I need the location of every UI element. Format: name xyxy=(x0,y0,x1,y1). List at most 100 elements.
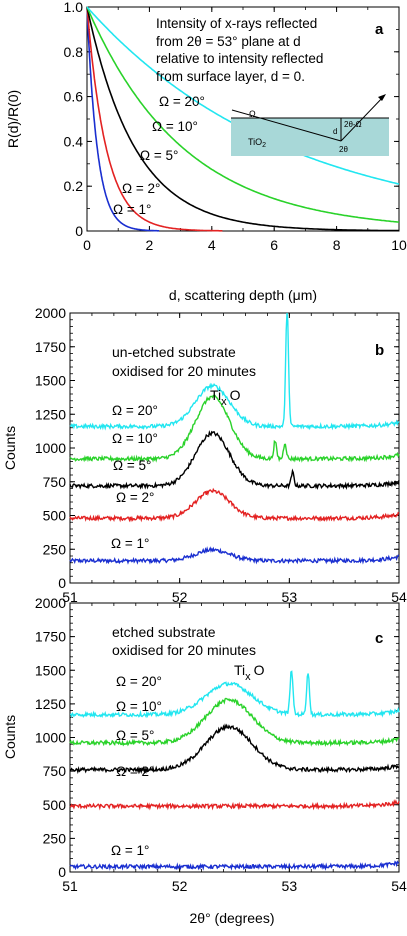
panel-b-ticks: 51 52 53 54 0 250 500 750 1000 1250 1500 1750 2000 xyxy=(35,305,407,605)
panel-a-annotation-line-1: Intensity of x-rays reflected xyxy=(156,16,317,31)
scan-label: Ω = 5° xyxy=(116,728,154,743)
panel-c-ticks: 51 52 53 54 0 250 500 750 1000 1250 1500 1750 2000 xyxy=(35,595,407,894)
scan-label: Ω = 2° xyxy=(116,764,154,779)
y-tick-label: 1500 xyxy=(35,662,66,678)
inset-omega-label: Ω xyxy=(249,109,256,119)
panel-c-xlabel: 2θ° (degrees) xyxy=(190,910,275,926)
scan-label: Ω = 2° xyxy=(116,490,154,505)
x-tick-label: 53 xyxy=(282,589,298,605)
panel-c-curves xyxy=(69,670,400,871)
inset-layer-label: TiO2 xyxy=(248,137,266,149)
panel-a-curve-labels: Ω = 1° Ω = 2° Ω = 5° Ω = 10° Ω = 20° xyxy=(113,94,205,217)
scan-1-deg xyxy=(69,546,400,565)
panel-b-peak-label-ti: Ti xyxy=(210,387,221,403)
curve-label: Ω = 10° xyxy=(152,119,198,134)
y-tick-label: 0.2 xyxy=(64,178,84,194)
curve-10-deg xyxy=(86,6,400,223)
scan-1-deg xyxy=(69,860,400,871)
panel-b-annotation-line-1: un-etched substrate xyxy=(112,344,236,360)
y-tick-label: 500 xyxy=(43,797,67,813)
scan-5-deg xyxy=(69,723,400,775)
y-tick-label: 0 xyxy=(75,223,83,239)
panel-a-xlabel: d, scattering depth (μm) xyxy=(169,287,317,303)
scan-2-deg xyxy=(69,487,400,523)
y-tick-label: 750 xyxy=(43,474,67,490)
panel-c-letter: c xyxy=(375,630,383,647)
scan-label: Ω = 5° xyxy=(113,458,151,473)
y-tick-label: 1250 xyxy=(35,406,66,422)
panel-b-letter: b xyxy=(375,342,384,359)
scan-label: Ω = 10° xyxy=(112,431,158,446)
scan-label: Ω = 1° xyxy=(111,843,149,858)
inset-layer-text: TiO xyxy=(248,137,262,147)
inset-two-theta-label: 2θ xyxy=(339,145,348,154)
panel-a: 0 2 4 6 8 1000.20.40.60.81.0 Ω = 1°Ω = 2°Ω = … xyxy=(5,0,407,303)
scan-10-deg xyxy=(69,697,400,748)
curve-1-deg xyxy=(86,6,160,232)
panel-c-annotation-line-2: oxidised for 20 minutes xyxy=(112,642,256,658)
panel-c-peak-label-o: O xyxy=(254,662,265,678)
curve-label: Ω = 1° xyxy=(113,202,151,217)
y-tick-label: 1.0 xyxy=(64,0,84,15)
panel-a-ylabel: R(d)/R(0) xyxy=(5,90,21,148)
panel-b-peak-label-o: O xyxy=(230,387,241,403)
panel-a-annotation-line-2: from 2θ = 53° plane at d xyxy=(156,34,301,49)
y-tick-label: 2000 xyxy=(35,305,66,321)
x-tick-label: 10 xyxy=(391,237,407,253)
x-tick-label: 51 xyxy=(62,589,78,605)
panel-a-curves xyxy=(86,6,400,232)
y-tick-label: 1000 xyxy=(35,440,66,456)
panel-c-curve-labels: Ω = 1° Ω = 2° Ω = 5° Ω = 10° Ω = 20° xyxy=(111,674,162,858)
panel-c-peak-label: Tix O xyxy=(234,662,265,683)
panel-c-peak-label-sub: x xyxy=(245,671,251,683)
y-tick-label: 0.6 xyxy=(64,89,84,105)
x-tick-label: 6 xyxy=(270,237,278,253)
panel-c-ylabel: Counts xyxy=(2,715,18,759)
curve-label: Ω = 2° xyxy=(122,181,160,196)
curve-label: Ω = 20° xyxy=(159,94,205,109)
y-tick-label: 1750 xyxy=(35,339,66,355)
scan-label: Ω = 20° xyxy=(112,403,158,418)
curve-5-deg xyxy=(86,6,399,232)
x-tick-label: 51 xyxy=(62,878,78,894)
y-tick-label: 2000 xyxy=(35,595,66,611)
y-tick-label: 500 xyxy=(43,508,67,524)
x-tick-label: 53 xyxy=(282,878,298,894)
scan-20-deg xyxy=(69,670,400,719)
scan-label: Ω = 10° xyxy=(116,699,162,714)
panel-b: 51 52 53 54 0 250 500 750 1000 1250 1500 1750 2000 Ω… xyxy=(2,305,407,605)
inset-depth-label: d xyxy=(333,127,337,136)
panel-c-annotation-line-1: etched substrate xyxy=(112,624,216,640)
panel-b-curve-labels: Ω = 1° Ω = 2° Ω = 5° Ω = 10° Ω = 20° xyxy=(111,403,158,551)
panel-a-ticks: 0 2 4 6 8 10 0 0.2 0.4 0.6 0.8 1.0 xyxy=(64,0,407,253)
scan-label: Ω = 1° xyxy=(111,536,149,551)
y-tick-label: 1000 xyxy=(35,730,66,746)
curve-label: Ω = 5° xyxy=(140,148,178,163)
inset-reflected-ray xyxy=(340,95,385,142)
panel-b-curves xyxy=(69,312,400,565)
inset-arrowhead xyxy=(378,94,386,101)
x-tick-label: 54 xyxy=(391,878,407,894)
inset-layer-subscript: 2 xyxy=(262,142,266,149)
y-tick-label: 750 xyxy=(43,763,67,779)
y-tick-label: 1750 xyxy=(35,629,66,645)
inset-incident-ray xyxy=(231,109,342,142)
panel-c: 51 52 53 54 0 250 500 750 1000 1250 1500 1750 2000 Ω… xyxy=(2,595,407,926)
scan-2-deg xyxy=(69,799,400,811)
inset-angle-diff-label: 2θ-Ω xyxy=(344,120,362,129)
y-tick-label: 1500 xyxy=(35,373,66,389)
panel-c-peak-label-ti: Ti xyxy=(234,662,245,678)
panel-a-annotation-line-3: relative to intensity reflected xyxy=(156,51,323,66)
x-tick-label: 2 xyxy=(146,237,154,253)
panel-a-letter: a xyxy=(375,21,384,38)
panel-b-ylabel: Counts xyxy=(2,426,18,470)
scan-label: Ω = 20° xyxy=(116,674,162,689)
x-tick-label: 8 xyxy=(333,237,341,253)
y-tick-label: 0 xyxy=(58,575,66,591)
x-tick-label: 4 xyxy=(208,237,216,253)
panel-b-peak-label: Tix O xyxy=(210,387,241,408)
scan-10-deg xyxy=(69,394,400,463)
y-tick-label: 250 xyxy=(43,541,67,557)
scan-5-deg xyxy=(69,430,400,491)
x-tick-label: 52 xyxy=(172,589,188,605)
